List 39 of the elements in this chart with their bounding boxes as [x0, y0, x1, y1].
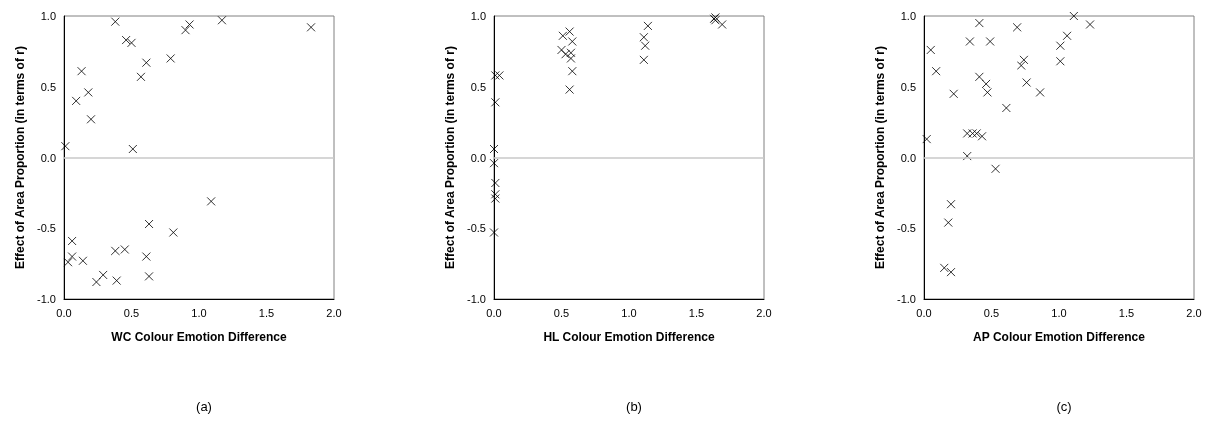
x-axis-title: HL Colour Emotion Difference — [543, 330, 715, 344]
x-axis-title: AP Colour Emotion Difference — [973, 330, 1146, 344]
y-tick-label: 0.0 — [900, 151, 916, 164]
x-tick-label: 0.5 — [983, 306, 1000, 319]
x-tick-label: 0.5 — [123, 306, 140, 319]
y-tick-label: 1.0 — [900, 10, 916, 22]
y-axis-title: Effect of Area Proportion (in terms of r) — [13, 46, 28, 269]
y-tick-label: 1.0 — [40, 10, 56, 22]
x-tick-label: 1.0 — [621, 306, 637, 319]
x-tick-label: 1.5 — [1118, 306, 1135, 319]
y-tick-label: -1.0 — [467, 293, 486, 305]
x-tick-label: 1.5 — [688, 306, 705, 319]
x-tick-label: 1.0 — [1051, 306, 1067, 319]
y-tick-label: 0.5 — [470, 80, 486, 93]
x-tick-label: 0.0 — [916, 306, 932, 319]
text: (a) — [196, 399, 212, 414]
x-tick-label: 2.0 — [1186, 306, 1202, 319]
y-tick-label: 0.0 — [40, 151, 56, 164]
y-tick-label: -1.0 — [897, 293, 916, 305]
x-axis-title: WC Colour Emotion Difference — [111, 330, 287, 344]
y-tick-label: -0.5 — [467, 222, 486, 235]
x-tick-label: 0.0 — [486, 306, 502, 319]
y-axis-title: Effect of Area Proportion (in terms of r) — [443, 46, 458, 269]
text: (c) — [1056, 399, 1072, 414]
x-tick-label: 1.0 — [191, 306, 207, 319]
y-tick-label: 0.5 — [900, 80, 916, 93]
y-tick-label: -0.5 — [37, 222, 56, 235]
x-tick-label: 2.0 — [326, 306, 342, 319]
x-tick-label: 0.5 — [553, 306, 570, 319]
y-tick-label: -0.5 — [897, 222, 916, 235]
x-tick-label: 2.0 — [756, 306, 772, 319]
y-tick-label: -1.0 — [37, 293, 56, 305]
x-tick-label: 0.0 — [56, 306, 72, 319]
text: (b) — [626, 399, 642, 414]
y-tick-label: 1.0 — [470, 10, 486, 22]
y-tick-label: 0.5 — [40, 80, 56, 93]
x-tick-label: 1.5 — [258, 306, 275, 319]
y-tick-label: 0.0 — [470, 151, 486, 164]
y-axis-title: Effect of Area Proportion (in terms of r) — [873, 46, 888, 269]
